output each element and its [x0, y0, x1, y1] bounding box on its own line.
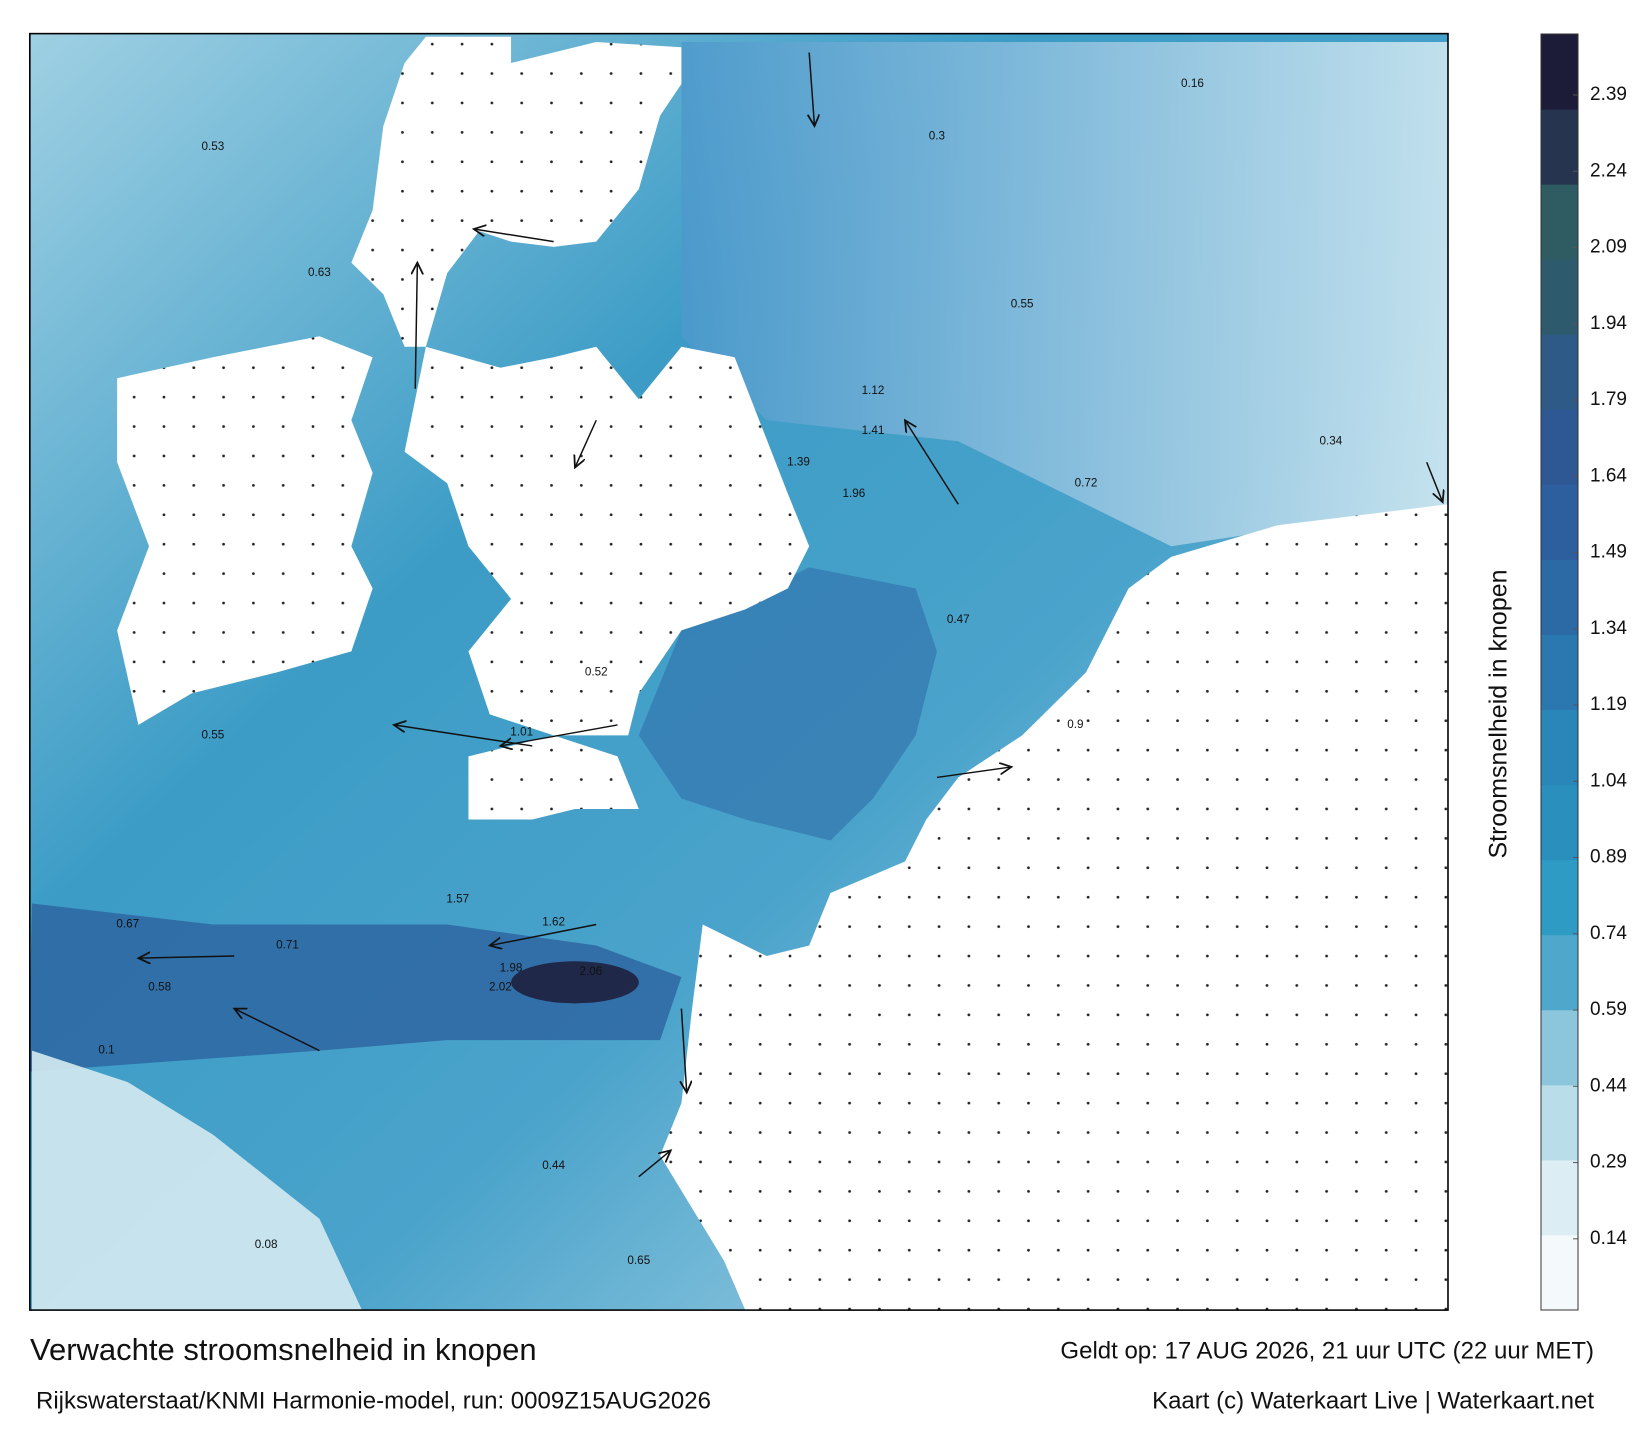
current-label: 1.98: [500, 962, 523, 975]
colorbar-tick-label: 0.59: [1590, 999, 1627, 1020]
colorbar-band: [1541, 634, 1578, 711]
arrow: [936, 767, 1012, 779]
current-label: 0.1: [98, 1044, 114, 1057]
current-label: 0.72: [1075, 476, 1098, 489]
current-label: 0.34: [1319, 434, 1342, 447]
current-label: 0.67: [116, 918, 139, 931]
colorbar-tick-label: 2.24: [1590, 160, 1627, 181]
colorbar-band: [1541, 559, 1578, 635]
current-label: 1.39: [787, 455, 810, 468]
current-label: 0.16: [1181, 77, 1204, 90]
arrow: [809, 52, 814, 127]
colorbar-band: [1541, 334, 1578, 410]
land-west: [117, 336, 373, 725]
current-label: 2.06: [580, 965, 603, 978]
colorbar-tick-label: 1.94: [1590, 313, 1627, 334]
colorbar-band: [1541, 1159, 1578, 1236]
title: Verwachte stroomsnelheid in knopen: [30, 1332, 537, 1367]
land: [117, 36, 1448, 1311]
arrow: [681, 1008, 686, 1093]
colorbar-band: [1541, 784, 1578, 861]
colorbar-tick-label: 0.74: [1590, 923, 1627, 944]
current-label: 1.62: [542, 916, 565, 929]
arrow: [490, 923, 597, 946]
valid-time: Geldt op: 17 AUG 2026, 21 uur UTC (22 uu…: [1060, 1337, 1594, 1364]
arrow: [415, 263, 417, 389]
colorbar-tick-label: 1.79: [1590, 389, 1627, 410]
current-label: 0.58: [148, 981, 171, 994]
channel-deep: [511, 961, 639, 1004]
current-label: 0.47: [947, 613, 970, 626]
arrow: [138, 956, 235, 958]
current-label: 0.9: [1067, 718, 1083, 731]
colorbar-band: [1541, 709, 1578, 786]
colorbar-tick-label: 1.19: [1590, 694, 1627, 715]
colorbar: 0.14 0.29 0.44 0.59 0.74 0.89 1.04 1.19 1.34 1.49…: [1541, 34, 1627, 1311]
current-label: 0.65: [627, 1254, 650, 1267]
colorbar-band: [1541, 1084, 1578, 1161]
land-middle: [404, 346, 810, 736]
current-label: 0.63: [308, 266, 331, 279]
land-island: [468, 735, 639, 820]
colorbar-band: [1541, 1234, 1578, 1311]
colorbar-tick-label: 0.44: [1590, 1075, 1627, 1096]
current-arrows: [138, 52, 1443, 1178]
land-south-east: [660, 504, 1448, 1311]
colorbar-tick-label: 2.39: [1590, 84, 1627, 105]
current-label: 0.08: [255, 1238, 278, 1251]
colorbar-tick-label: 1.34: [1590, 618, 1627, 639]
colorbar-band: [1541, 859, 1578, 936]
channel-east: [638, 567, 937, 841]
colorbar-band: [1541, 934, 1578, 1011]
arrow: [1426, 461, 1443, 502]
map: 2.02 1.98 2.06 1.57 1.62 1.01 1.12 1.41 1.96 1.39…: [29, 32, 1449, 1311]
colorbar-tick-label: 0.29: [1590, 1152, 1627, 1173]
current-label: 2.02: [489, 981, 512, 994]
colorbar-band: [1541, 259, 1578, 335]
colorbar-tick-label: 1.04: [1590, 770, 1627, 791]
current-label: 0.55: [202, 729, 225, 742]
sea-north: [681, 42, 1448, 547]
arrow: [638, 1150, 671, 1178]
arrow: [234, 1009, 320, 1052]
arrow: [905, 420, 959, 505]
current-label: 0.53: [202, 140, 225, 153]
subtitle: Rijkswaterstaat/KNMI Harmonie-model, run…: [36, 1387, 711, 1414]
current-label: 0.55: [1011, 298, 1034, 311]
colorbar-band: [1541, 34, 1578, 110]
colorbar-tick-label: 1.64: [1590, 465, 1627, 486]
colorbar-tick-label: 1.49: [1590, 542, 1627, 563]
credit: Kaart (c) Waterkaart Live | Waterkaart.n…: [1152, 1387, 1594, 1414]
colorbar-band: [1541, 109, 1578, 185]
current-label: 0.52: [585, 666, 608, 679]
current-label: 1.96: [842, 487, 865, 500]
colorbar-tick-label: 0.14: [1590, 1228, 1627, 1249]
current-label: 0.71: [276, 939, 299, 952]
colorbar-label: Stroomsnelheid in knopen: [1485, 569, 1513, 858]
current-label: 1.57: [446, 892, 469, 905]
colorbar-band: [1541, 1009, 1578, 1086]
arrow: [575, 419, 597, 467]
colorbar-band: [1541, 484, 1578, 560]
current-labels: 2.02 1.98 2.06 1.57 1.62 1.01 1.12 1.41 1.96 1.39…: [98, 77, 1342, 1267]
colorbar-band: [1541, 184, 1578, 260]
land-north: [351, 36, 682, 347]
colorbar-tick-label: 0.89: [1590, 847, 1627, 868]
colorbar-frame: [1540, 33, 1579, 1311]
current-label: 1.12: [862, 384, 885, 397]
colorbar-band: [1541, 409, 1578, 485]
current-label: 1.01: [510, 725, 533, 738]
current-label: 1.41: [862, 424, 885, 437]
current-label: 0.44: [542, 1159, 565, 1172]
shallow-sw: [31, 1050, 362, 1311]
map-frame: [29, 32, 1449, 1311]
channel: [29, 903, 682, 1072]
arrow: [474, 229, 554, 243]
arrow: [500, 724, 618, 746]
colorbar-tick-label: 2.09: [1590, 237, 1627, 258]
current-label: 0.3: [929, 130, 945, 143]
